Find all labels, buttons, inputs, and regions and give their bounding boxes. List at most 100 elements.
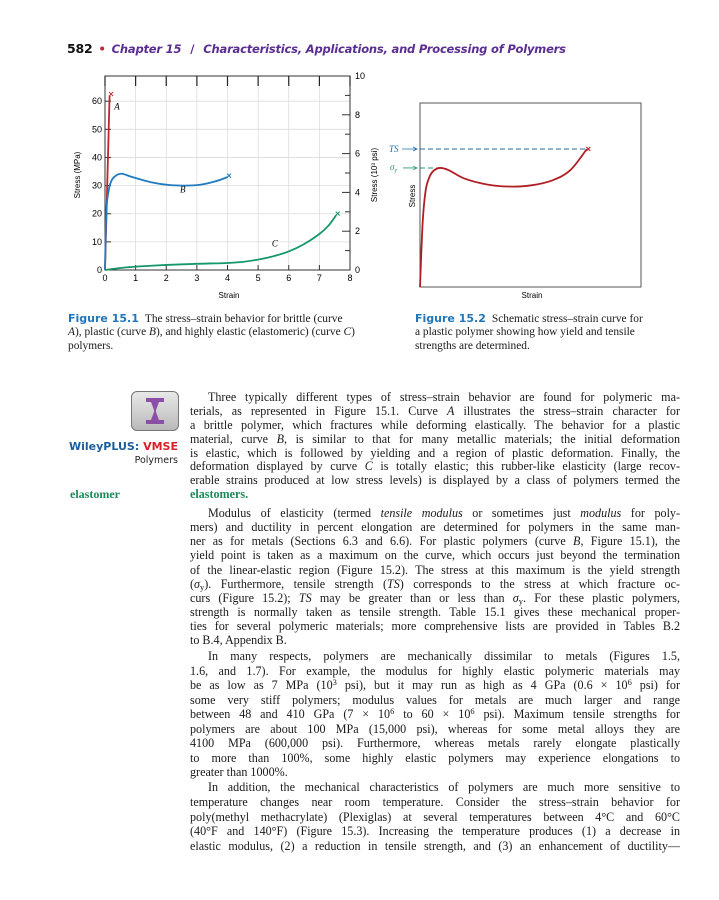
ts-label: TS [389, 144, 399, 154]
superscript: 3 [332, 676, 337, 687]
text-run: a brittle polymer, which fractures while… [190, 417, 680, 432]
bullet: • [98, 42, 106, 56]
text-line: ner as for metals (Sections 6.3 and 6.6)… [190, 534, 680, 548]
curve-label: A [113, 102, 120, 112]
text-line: greater than 1000%. [190, 765, 680, 780]
text-line: elastomers. [190, 487, 680, 502]
text-line: Modulus of elasticity (termed tensile mo… [190, 506, 680, 520]
caption-line: strengths are determined. [415, 340, 685, 353]
italic-term: B [573, 534, 581, 549]
x-axis-label: Strain [219, 291, 240, 300]
stress-strain-curve [419, 148, 588, 288]
x-tick-label: 5 [256, 273, 261, 283]
text-run: , Figure 15.1), the [580, 534, 680, 549]
text-line: ties for several polymeric materials; mo… [190, 619, 680, 633]
text-run: ) corresponds to the stress at which fra… [399, 576, 680, 591]
paragraph: In addition, the mechanical characterist… [190, 780, 680, 854]
key-term: elastomers. [190, 487, 249, 502]
y-tick-label: 40 [92, 152, 102, 162]
running-header: 582 • Chapter 15 / Characteristics, Applicat… [67, 41, 566, 56]
y2-tick-label: 0 [355, 265, 360, 275]
text-run: ner as for metals (Sections 6.3 and 6.6)… [190, 534, 574, 549]
x-tick-label: 6 [286, 273, 291, 283]
text-run: Three typically different types of stres… [208, 390, 680, 404]
text-line: be as low as 7 MPa (103 psi), but it may… [190, 678, 680, 693]
y-tick-label: 60 [92, 96, 102, 106]
figure-label: Figure 15.1 [68, 312, 139, 325]
vmse-brand: VMSE [143, 440, 178, 453]
text-line: poly(methyl methacrylate) (Plexiglas) at… [190, 810, 680, 825]
text-line: In many respects, polymers are mechanica… [190, 649, 680, 664]
text-run: is elastic, which is followed by yieldin… [190, 445, 680, 460]
y-tick-label: 10 [92, 237, 102, 247]
plot-frame [419, 102, 642, 288]
text-run: greater than 1000%. [190, 765, 288, 779]
text-run: some very stiff polymers; modulus values… [190, 692, 680, 707]
text-run: Schematic stress–strain curve for [491, 313, 643, 325]
italic-term: σ [512, 590, 519, 605]
fracture-mark [226, 173, 232, 179]
text-run: of the linear-elastic region (Figure 15.… [190, 562, 680, 577]
x-tick-label: 4 [225, 273, 230, 283]
fracture-mark [335, 211, 341, 216]
text-run: poly(methyl methacrylate) (Plexiglas) at… [190, 809, 680, 824]
chapter-title: Characteristics, Applications, and Proce… [203, 42, 566, 56]
wileyplus-vmse-link[interactable]: WileyPLUS: VMSE [60, 440, 178, 453]
chapter-number: Chapter 15 [111, 42, 182, 56]
italic-term: σ [194, 576, 200, 591]
text-run: to B.4, Appendix B. [190, 633, 287, 648]
text-run: mers) and ductility in percent elongatio… [190, 520, 680, 535]
yield-arrow-icon [403, 165, 418, 171]
italic-term: B [148, 326, 156, 339]
y-tick-label: 20 [92, 209, 102, 219]
caption-line: polymers. [68, 340, 373, 353]
text-run: yield point is taken as a maximum on the… [190, 548, 680, 563]
text-run: ( [190, 576, 195, 591]
text-run: , is similar to that for many metallic m… [284, 431, 680, 446]
text-line: curs (Figure 15.2); TS may be greater th… [190, 591, 680, 605]
y2-tick-label: 4 [355, 187, 360, 197]
y-tick-label: 30 [92, 181, 102, 191]
text-line: some very stiff polymers; modulus values… [190, 693, 680, 708]
page-number: 582 [67, 41, 93, 56]
text-line: 4100 MPa (600,000 psi). Furthermore, whe… [190, 736, 680, 751]
text-run: ), plastic (curve [74, 326, 149, 339]
curve-b [104, 172, 228, 271]
text-line: (40°F and 140°F) (Figure 15.3). Increasi… [190, 824, 680, 839]
text-line: to B.4, Appendix B. [190, 633, 680, 647]
text-run: psi). Maximum tensile strengths for [474, 707, 681, 721]
caption-line: Figure 15.1 The stress–strain behavior fo… [68, 312, 373, 326]
superscript: 6 [627, 676, 632, 687]
text-run: ). Furthermore, tensile strength ( [204, 576, 388, 591]
paragraph: In many respects, polymers are mechanica… [190, 649, 680, 780]
text-run: psi), but it may run as high as 4 GPa (0… [336, 678, 628, 692]
text-line: elastic modulus, (2) a reduction in tens… [190, 839, 680, 854]
text-run: In many respects, polymers are mechanica… [208, 649, 680, 663]
separator: / [190, 42, 195, 56]
text-run: polymers are about 100 MPa (15,000 psi),… [190, 721, 680, 736]
text-run: temperature changes near room temperatur… [190, 794, 680, 809]
text-run: ties for several polymeric materials; mo… [190, 619, 680, 634]
italic-term: modulus [580, 506, 622, 520]
text-run: In addition, the mechanical characterist… [208, 780, 680, 794]
text-line: polymers are about 100 MPa (15,000 psi),… [190, 722, 680, 737]
subscript: y [200, 581, 205, 592]
y-tick-label: 0 [97, 265, 102, 275]
x-tick-label: 0 [102, 273, 107, 283]
vmse-tensile-specimen-icon[interactable] [131, 391, 179, 431]
text-line: (σy). Furthermore, tensile strength (TS)… [190, 577, 680, 591]
text-run: to more than 100%, some highly elastic p… [190, 750, 680, 765]
text-line: deformation displayed by curve C is tota… [190, 460, 680, 474]
text-run: (40°F and 140°F) (Figure 15.3). Increasi… [190, 824, 680, 839]
y2-tick-label: 2 [355, 226, 360, 236]
italic-term: C [343, 326, 352, 339]
text-line: strength is normally taken as tensile st… [190, 605, 680, 619]
paragraph: Modulus of elasticity (termed tensile mo… [190, 506, 680, 647]
text-run: polymers. [68, 339, 114, 352]
yield-subscript: y [393, 168, 397, 174]
y2-tick-label: 6 [355, 149, 360, 159]
text-line: to more than 100%, some highly elastic p… [190, 751, 680, 766]
x-tick-label: 2 [164, 273, 169, 283]
text-run: between 48 and 410 GPa (7 × 10 [190, 707, 391, 721]
text-run: curs (Figure 15.2); [190, 590, 299, 605]
